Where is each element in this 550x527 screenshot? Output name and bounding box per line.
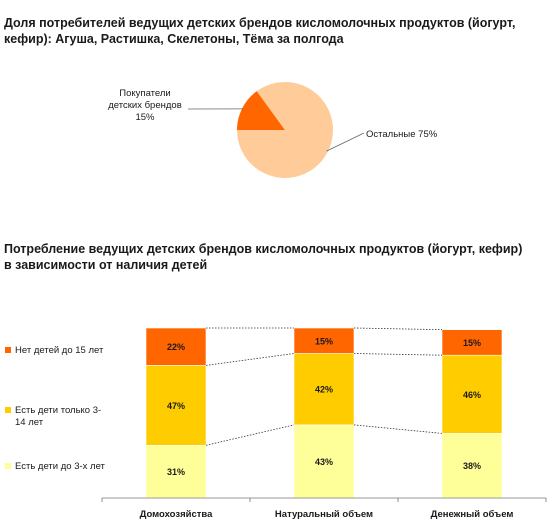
x-axis-category-label-2: Денежный объем <box>431 509 514 520</box>
bar-segment-2-0 <box>441 433 503 499</box>
bar-segment-2-1 <box>441 354 503 434</box>
series-connector-1-1 <box>353 353 443 356</box>
series-connector-0-1 <box>205 353 295 366</box>
pie-label-0-line-0: Покупатели <box>119 88 170 99</box>
bar-value-label-0-2: 22% <box>167 342 185 352</box>
bar-value-label-1-0: 43% <box>315 457 333 467</box>
bar-segment-0-2 <box>145 327 207 366</box>
pie-slice-0 <box>237 91 285 130</box>
legend-swatch-0 <box>5 463 11 469</box>
pie-label-1-line-0: Остальные 75% <box>366 129 438 140</box>
bar-value-label-0-0: 31% <box>167 467 185 477</box>
bar-segment-1-0 <box>293 424 355 499</box>
pie-label-0-line-2: 15% <box>135 112 155 123</box>
bar-value-label-0-1: 47% <box>167 401 185 411</box>
bar-segment-1-2 <box>293 327 355 354</box>
bar-value-label-2-2: 15% <box>463 338 481 348</box>
bar-segment-0-0 <box>145 444 207 499</box>
bar-value-label-2-0: 38% <box>463 461 481 471</box>
pie-chart-title: Доля потребителей ведущих детских брендо… <box>4 16 516 46</box>
bar-value-label-2-1: 46% <box>463 390 481 400</box>
legend-swatch-1 <box>5 407 11 413</box>
legend-label-1-line-1: 14 лет <box>15 417 44 428</box>
x-axis-category-label-1: Натуральный объем <box>275 509 373 520</box>
pie-label-0-line-1: детских брендов <box>108 100 182 111</box>
pie-leader-line-1 <box>326 132 365 152</box>
bar-segment-0-1 <box>145 365 207 446</box>
legend-label-2-line-0: Нет детей до 15 лет <box>15 345 104 356</box>
pie-slice-1 <box>237 82 333 179</box>
legend-label-0-line-0: Есть дети до 3-х лет <box>15 461 106 472</box>
series-connector-0-0 <box>205 424 295 446</box>
bar-segment-1-1 <box>293 353 355 426</box>
series-connector-1-2 <box>353 327 443 331</box>
bar-chart-title: Потребление ведущих детских брендов кисл… <box>4 242 523 272</box>
legend-label-1-line-0: Есть дети только 3- <box>15 405 101 416</box>
x-axis-category-label-0: Домохозяйства <box>140 509 214 520</box>
bar-value-label-1-2: 15% <box>315 336 333 346</box>
series-connector-1-0 <box>353 424 443 434</box>
bar-segment-2-2 <box>441 329 503 356</box>
bar-value-label-1-1: 42% <box>315 385 333 395</box>
legend-swatch-2 <box>5 347 11 353</box>
